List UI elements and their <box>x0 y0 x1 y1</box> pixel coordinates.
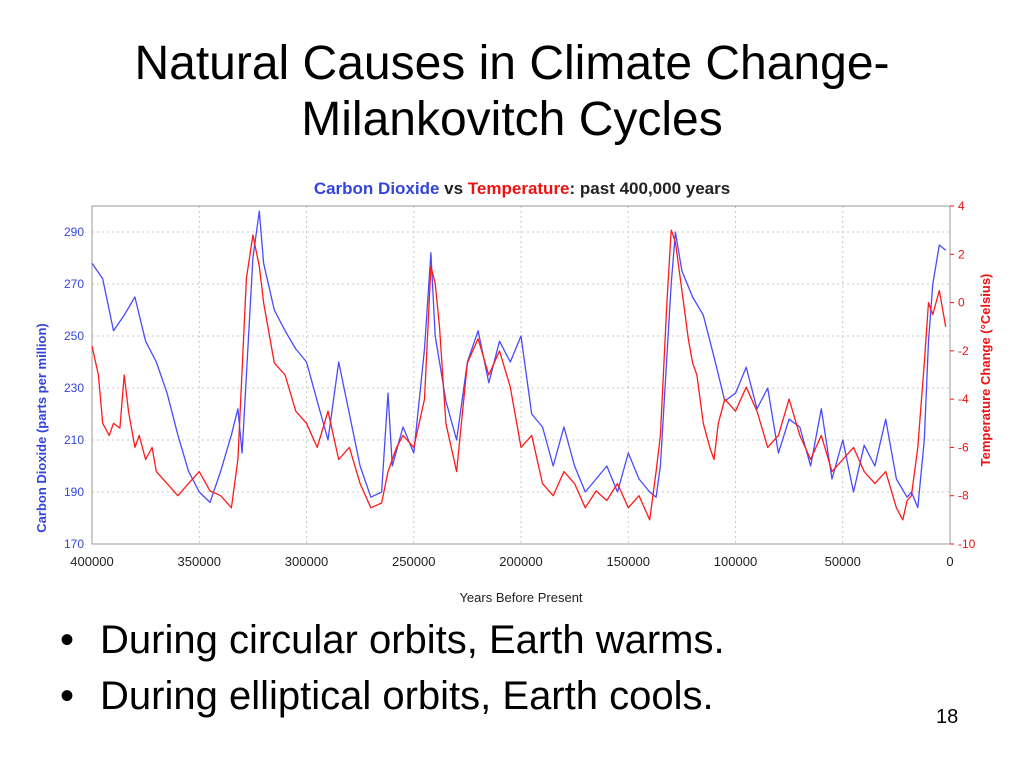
x-tick-label: 400000 <box>70 554 113 569</box>
tick-labels: 400000 350000 300000 250000 200000 150000 1000… <box>64 199 976 569</box>
y-tick-label-right: -2 <box>958 344 969 358</box>
bullet-text: During elliptical orbits, Earth cools. <box>100 674 714 718</box>
y-tick-label-left: 170 <box>64 537 84 551</box>
bullet-glyph: • <box>60 674 75 718</box>
bullet-item: • During circular orbits, Earth warms. <box>60 612 725 668</box>
x-tick-label: 300000 <box>285 554 328 569</box>
bullet-glyph: • <box>60 618 75 662</box>
chart-svg: Carbon Dioxide vs Temperature: past 400,… <box>34 179 993 605</box>
y-tick-label-right: -4 <box>958 392 969 406</box>
y-axis-label-right: Temperature Change (°Celsius) <box>978 274 993 467</box>
y-tick-label-left: 250 <box>64 329 84 343</box>
y-tick-label-right: 2 <box>958 247 965 261</box>
x-tick-label: 0 <box>946 554 953 569</box>
y-tick-label-right: -10 <box>958 537 976 551</box>
y-tick-label-right: -6 <box>958 440 969 454</box>
chart-title-part-vs: vs <box>439 179 467 198</box>
series-layer <box>91 210 947 521</box>
x-tick-label: 150000 <box>607 554 650 569</box>
slide-title: Natural Causes in Climate Change- Milank… <box>0 36 1024 148</box>
chart-title-part-co2: Carbon Dioxide <box>314 179 440 198</box>
x-tick-label: 100000 <box>714 554 757 569</box>
slide-number: 18 <box>936 706 959 728</box>
co2-series-line <box>91 210 947 509</box>
x-tick-label: 350000 <box>178 554 221 569</box>
x-axis-label: Years Before Present <box>459 590 582 605</box>
title-line-2: Milankovitch Cycles <box>301 93 723 146</box>
title-line-1: Natural Causes in Climate Change- <box>134 37 890 90</box>
chart-title-part-temperature: Temperature <box>468 179 570 198</box>
y-tick-label-left: 290 <box>64 225 84 239</box>
y-tick-label-left: 190 <box>64 485 84 499</box>
chart-title: Carbon Dioxide vs Temperature: past 400,… <box>314 179 730 198</box>
x-tick-label: 50000 <box>825 554 861 569</box>
x-tick-label: 250000 <box>392 554 435 569</box>
temperature-series-line <box>91 229 947 521</box>
grid-lines <box>91 206 951 545</box>
y-tick-label-left: 270 <box>64 277 84 291</box>
chart-title-part-period: : past 400,000 years <box>570 179 731 198</box>
plot-frame <box>91 205 951 545</box>
y-tick-label-right: -8 <box>958 489 969 503</box>
y-axis-label-left: Carbon Dioxide (parts per million) <box>34 323 49 532</box>
y-tick-label-right: 0 <box>958 296 965 310</box>
y-tick-label-left: 210 <box>64 433 84 447</box>
co2-temperature-chart: Carbon Dioxide vs Temperature: past 400,… <box>28 170 1000 610</box>
bullet-item: • During elliptical orbits, Earth cools. <box>60 668 725 724</box>
bullet-list: • During circular orbits, Earth warms. • D… <box>60 612 725 724</box>
x-tick-label: 200000 <box>499 554 542 569</box>
y-tick-label-right: 4 <box>958 199 965 213</box>
y-tick-label-left: 230 <box>64 381 84 395</box>
bullet-text: During circular orbits, Earth warms. <box>100 618 725 662</box>
